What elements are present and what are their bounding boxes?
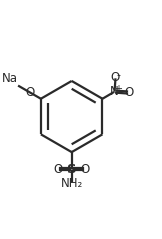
Text: +: + [114,84,122,94]
Text: O: O [53,163,63,176]
Text: O: O [124,86,133,99]
Text: -: - [117,70,121,80]
Text: O: O [81,163,90,176]
Text: N: N [110,85,119,98]
Text: Na: Na [2,72,18,85]
Text: O: O [111,71,120,84]
Text: S: S [67,163,76,176]
Text: O: O [25,86,35,99]
Text: NH₂: NH₂ [61,177,83,190]
